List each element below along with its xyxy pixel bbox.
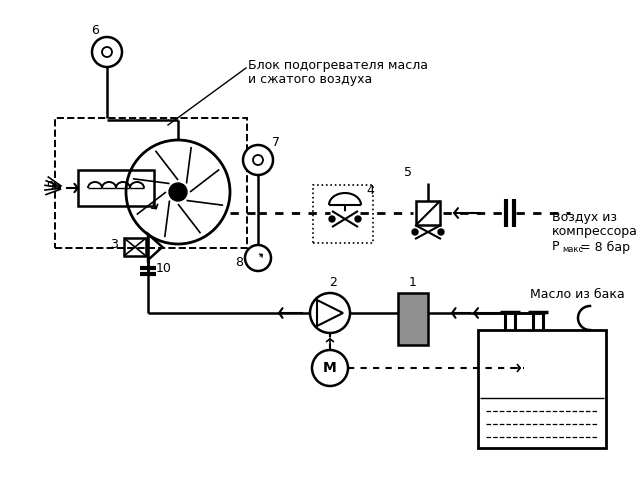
Text: = 8 бар: = 8 бар (552, 241, 630, 253)
Text: 2: 2 (329, 277, 337, 289)
Circle shape (438, 229, 444, 235)
Text: 6: 6 (91, 24, 99, 36)
Text: Р: Р (552, 241, 559, 253)
Text: 4: 4 (366, 184, 374, 198)
Bar (398, 293, 428, 345)
Text: 9: 9 (46, 179, 54, 192)
Text: 5: 5 (404, 167, 412, 179)
Circle shape (169, 183, 187, 201)
Text: макс: макс (562, 246, 583, 254)
Text: 3: 3 (110, 239, 118, 251)
Circle shape (310, 293, 350, 333)
Text: Масло из бака: Масло из бака (530, 288, 625, 302)
Bar (55, 118, 247, 248)
Text: Блок подогревателя масла: Блок подогревателя масла (248, 59, 428, 71)
Text: Воздух из: Воздух из (552, 211, 617, 224)
Text: и сжатого воздуха: и сжатого воздуха (248, 73, 372, 86)
Circle shape (329, 216, 335, 222)
Text: 7: 7 (272, 136, 280, 148)
Bar (478, 330, 606, 448)
Circle shape (92, 37, 122, 67)
Circle shape (412, 229, 418, 235)
Circle shape (243, 145, 273, 175)
Text: компрессора: компрессора (552, 225, 638, 239)
Text: 10: 10 (156, 262, 172, 276)
Bar (416, 201, 440, 225)
Circle shape (245, 245, 271, 271)
Circle shape (102, 47, 112, 57)
Text: М: М (323, 361, 337, 375)
Circle shape (126, 140, 230, 244)
Bar (78, 170, 154, 206)
Text: 1: 1 (409, 277, 417, 289)
Circle shape (355, 216, 361, 222)
Circle shape (312, 350, 348, 386)
Text: 8: 8 (235, 255, 243, 269)
Bar (313, 185, 373, 243)
Bar (124, 238, 146, 256)
Circle shape (253, 155, 263, 165)
